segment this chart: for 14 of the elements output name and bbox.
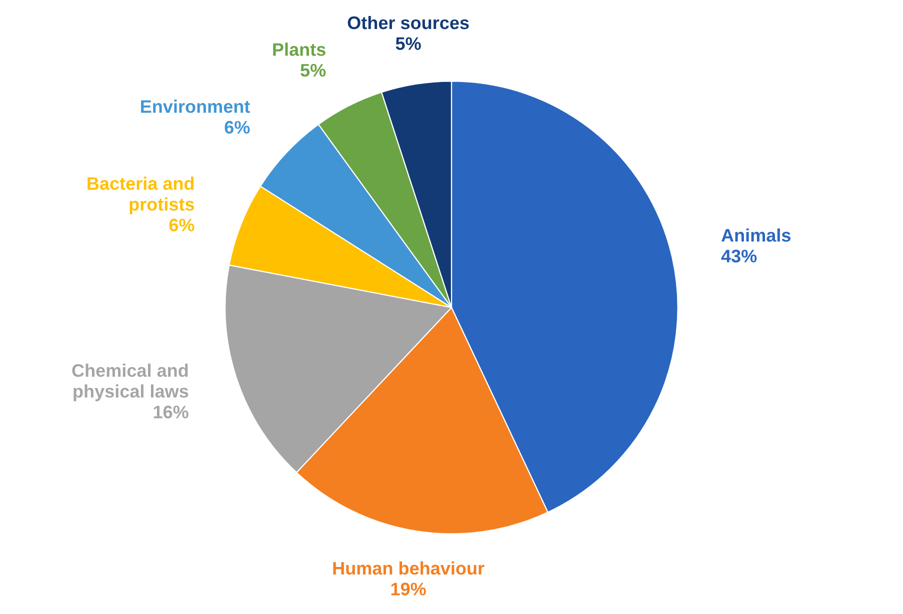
data-label: 19% <box>391 582 426 596</box>
slice-label: Plants <box>273 42 326 56</box>
data-label: 43% <box>721 250 757 262</box>
slice-label: Human behaviour <box>333 561 484 575</box>
data-label: 6% <box>169 218 194 232</box>
data-label: 5% <box>396 37 421 50</box>
slice-label: Bacteria and protists <box>88 176 194 214</box>
slice-label: Environment <box>141 100 250 113</box>
data-label: 16% <box>154 406 188 418</box>
slice-label: Animals <box>721 228 790 242</box>
slice-label: Chemical and physical laws <box>72 364 188 402</box>
data-label: 6% <box>224 120 250 134</box>
slice-label: Other sources <box>348 16 469 30</box>
data-label: 5% <box>300 64 326 77</box>
